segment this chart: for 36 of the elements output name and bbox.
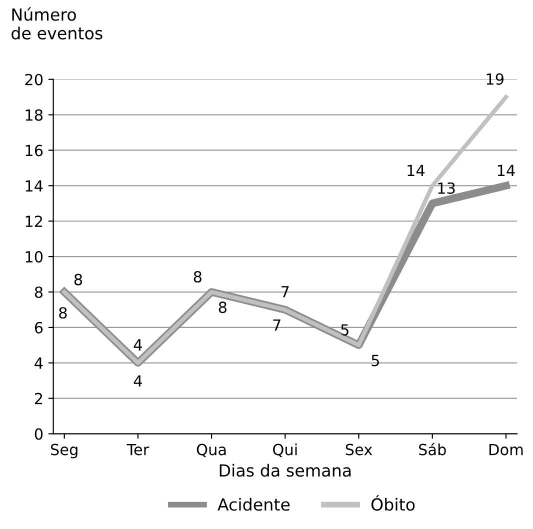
y-axis-title: Número de eventos — [12, 7, 102, 40]
y-tick-label: 2 — [34, 392, 42, 404]
y-tick-label: 14 — [26, 180, 43, 192]
x-tick-label: Dom — [489, 444, 523, 456]
y-tick-label: 20 — [25, 74, 43, 86]
x-tick-label: Qua — [196, 444, 226, 458]
y-tick-label: 16 — [26, 144, 43, 156]
x-tick-label: Seg — [50, 444, 78, 458]
data-label: 14 — [498, 164, 515, 176]
data-label: 5 — [341, 324, 348, 336]
data-label: 19 — [486, 73, 504, 85]
y-tick-label: 10 — [26, 251, 43, 263]
data-label: 8 — [194, 270, 202, 283]
data-label: 7 — [273, 319, 280, 331]
legend-label: Acidente — [218, 498, 290, 511]
x-tick-label: Sáb — [418, 442, 446, 456]
y-tick-label: 8 — [34, 286, 43, 298]
data-label: 4 — [134, 375, 142, 387]
y-tick-label: 12 — [26, 216, 42, 227]
data-label: 7 — [282, 286, 289, 298]
data-label: 8 — [218, 302, 226, 314]
x-tick-label: Sex — [346, 444, 372, 456]
y-tick-label: 0 — [34, 428, 43, 440]
data-label: 14 — [408, 164, 425, 176]
x-tick-label: Qui — [273, 444, 297, 458]
data-label: 8 — [59, 307, 67, 319]
data-label: 8 — [74, 274, 82, 286]
data-label: 13 — [438, 182, 455, 194]
y-tick-label: 6 — [34, 322, 43, 334]
y-tick-label: 4 — [34, 358, 43, 369]
legend-label: Óbito — [371, 495, 415, 511]
y-tick-label: 18 — [26, 109, 43, 121]
x-axis-title: Dias da semana — [220, 464, 351, 477]
data-label: 5 — [372, 354, 379, 366]
x-tick-label: Ter — [126, 444, 150, 456]
data-label: 4 — [134, 339, 142, 350]
